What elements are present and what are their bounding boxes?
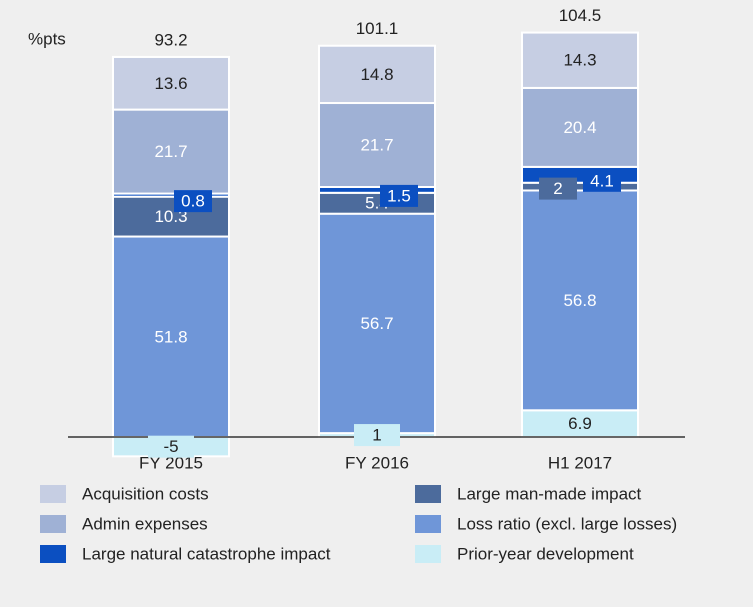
value-label: 1.5 [387,186,411,205]
total-label: 101.1 [356,19,399,38]
bar-segment [318,212,436,435]
x-tick-label: FY 2016 [345,453,409,472]
bar-segment [521,189,639,412]
value-label: 4.1 [590,171,614,190]
label-box [354,424,400,447]
bar-segment [521,31,639,89]
value-label: 14.8 [360,65,393,84]
legend-label: Admin expenses [82,514,208,533]
value-label: 51.8 [154,327,187,346]
legend-swatch [415,485,441,503]
value-label: 13.6 [154,74,187,93]
label-box [174,190,212,213]
legend-label: Prior-year development [457,544,634,563]
legend-swatch [40,485,66,503]
value-label: 20.4 [563,118,596,137]
bar-segment [318,44,436,105]
x-tick-label: H1 2017 [548,453,612,472]
bar-segment [112,55,230,111]
legend-swatch [415,515,441,533]
legend-swatch [40,515,66,533]
unit-label: %pts [28,29,66,48]
value-label: 6.9 [568,414,592,433]
label-box [380,184,418,207]
legend-label: Loss ratio (excl. large losses) [457,514,677,533]
bar-segment [318,102,436,188]
value-label: 21.7 [360,135,393,154]
x-tick-label: FY 2015 [139,453,203,472]
legend-label: Acquisition costs [82,484,209,503]
label-box [148,435,194,458]
value-label: 56.7 [360,314,393,333]
legend-swatch [415,545,441,563]
value-label: 0.8 [181,192,205,211]
label-box [583,169,621,192]
total-label: 93.2 [154,30,187,49]
legend-label: Large natural catastrophe impact [82,544,331,563]
label-box [557,412,603,435]
label-box [539,177,577,200]
legend-swatch [40,545,66,563]
value-label: 2 [553,179,562,198]
value-label: 14.3 [563,51,596,70]
value-label: 56.8 [563,291,596,310]
value-label: 21.7 [154,142,187,161]
total-label: 104.5 [559,6,602,25]
legend-label: Large man-made impact [457,484,642,503]
value-label: -5 [163,437,178,456]
value-label: 1 [372,426,381,445]
